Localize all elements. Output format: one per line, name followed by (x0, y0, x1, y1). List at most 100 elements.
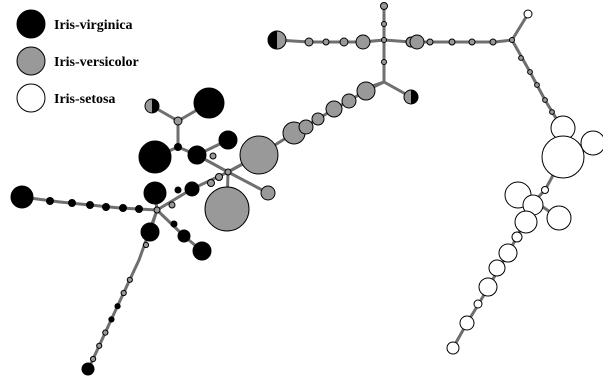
node-versicolor (534, 82, 540, 88)
node-versicolor (239, 135, 279, 175)
node-setosa (546, 205, 572, 231)
node-versicolor (207, 179, 215, 187)
node-virginica (184, 181, 200, 197)
node-versicolor (380, 2, 388, 10)
node-versicolor (153, 206, 161, 214)
node-setosa (541, 186, 549, 194)
node-setosa (541, 135, 585, 179)
node-versicolor (325, 100, 343, 118)
node-versicolor (126, 276, 133, 283)
node-versicolor (356, 81, 376, 101)
node-versicolor (204, 186, 250, 232)
node-mixed-left-half (145, 99, 152, 113)
node-virginica (177, 229, 191, 243)
node-versicolor (381, 21, 387, 27)
node-virginica (170, 220, 178, 228)
node-virginica (10, 185, 34, 209)
node-setosa (488, 259, 506, 277)
node-setosa (498, 243, 518, 263)
legend-swatch-versicolor (16, 46, 46, 76)
node-setosa (473, 299, 483, 309)
legend-item-virginica: Iris-virginica (16, 9, 133, 39)
node-versicolor (339, 37, 349, 47)
node-virginica (138, 140, 172, 174)
node-virginica (135, 205, 143, 213)
node-mixed-versicolor-virginica (144, 98, 160, 114)
node-virginica (218, 130, 238, 150)
node-setosa (446, 341, 460, 355)
legend-label-setosa: Iris-setosa (54, 92, 115, 107)
node-versicolor (304, 37, 314, 47)
node-virginica (114, 303, 121, 310)
node-versicolor (381, 59, 387, 65)
node-versicolor (102, 329, 109, 336)
node-versicolor (168, 201, 176, 209)
node-virginica (192, 241, 212, 261)
node-versicolor (518, 55, 524, 61)
node-virginica (174, 186, 182, 194)
node-versicolor (260, 185, 276, 201)
node-virginica (193, 87, 225, 119)
node-setosa (523, 9, 533, 19)
legend: Iris-virginica Iris-versicolor Iris-seto… (16, 9, 139, 113)
node-setosa (478, 277, 498, 297)
legend-label-versicolor: Iris-versicolor (54, 55, 139, 70)
node-mixed-virginica-versicolor (267, 30, 287, 50)
node-versicolor (426, 38, 434, 46)
node-versicolor (468, 38, 476, 46)
node-versicolor (142, 241, 150, 249)
node-versicolor (448, 38, 456, 46)
node-setosa (459, 315, 475, 331)
legend-swatch-virginica (16, 9, 46, 39)
node-versicolor (96, 342, 103, 349)
node-versicolor (209, 152, 217, 160)
node-virginica (108, 316, 115, 323)
legend-item-setosa: Iris-setosa (16, 83, 115, 113)
node-versicolor (341, 93, 357, 109)
node-versicolor (298, 119, 314, 135)
node-mixed-right-half (277, 31, 286, 49)
node-virginica (119, 204, 127, 212)
node-virginica (102, 203, 110, 211)
node-versicolor (173, 116, 183, 126)
node-virginica (140, 222, 160, 242)
node-versicolor (381, 37, 387, 43)
node-versicolor (224, 168, 232, 176)
node-virginica (187, 145, 207, 165)
legend-swatch-setosa (16, 83, 46, 113)
node-versicolor (527, 69, 533, 75)
node-versicolor (90, 355, 97, 363)
node-virginica (143, 181, 167, 205)
node-versicolor (311, 112, 325, 126)
node-mixed-outline (144, 98, 160, 114)
node-virginica (46, 197, 54, 205)
graph-nodes (10, 2, 603, 376)
node-setosa (511, 231, 523, 243)
legend-label-virginica: Iris-virginica (54, 18, 133, 33)
node-versicolor (509, 37, 515, 43)
node-virginica (68, 199, 76, 207)
node-mixed-left-half (404, 90, 411, 104)
node-versicolor (542, 97, 548, 103)
node-versicolor (120, 289, 127, 297)
node-setosa (514, 210, 538, 234)
node-versicolor (215, 173, 223, 181)
node-virginica (86, 201, 94, 209)
node-versicolor (355, 34, 371, 50)
legend-item-versicolor: Iris-versicolor (16, 46, 139, 76)
node-virginica (81, 362, 95, 376)
node-mixed-right-half (152, 99, 159, 113)
node-mixed-left-half (268, 31, 277, 49)
node-mixed-outline (403, 89, 419, 105)
node-versicolor (549, 109, 555, 115)
node-versicolor (489, 38, 497, 46)
node-setosa (580, 130, 603, 156)
node-virginica (174, 143, 182, 151)
node-versicolor (322, 38, 330, 46)
graph-edge (510, 12, 530, 42)
node-mixed-outline (267, 30, 287, 50)
node-mixed-right-half (411, 90, 418, 104)
node-mixed-versicolor-virginica (403, 89, 419, 105)
node-versicolor (409, 34, 425, 50)
